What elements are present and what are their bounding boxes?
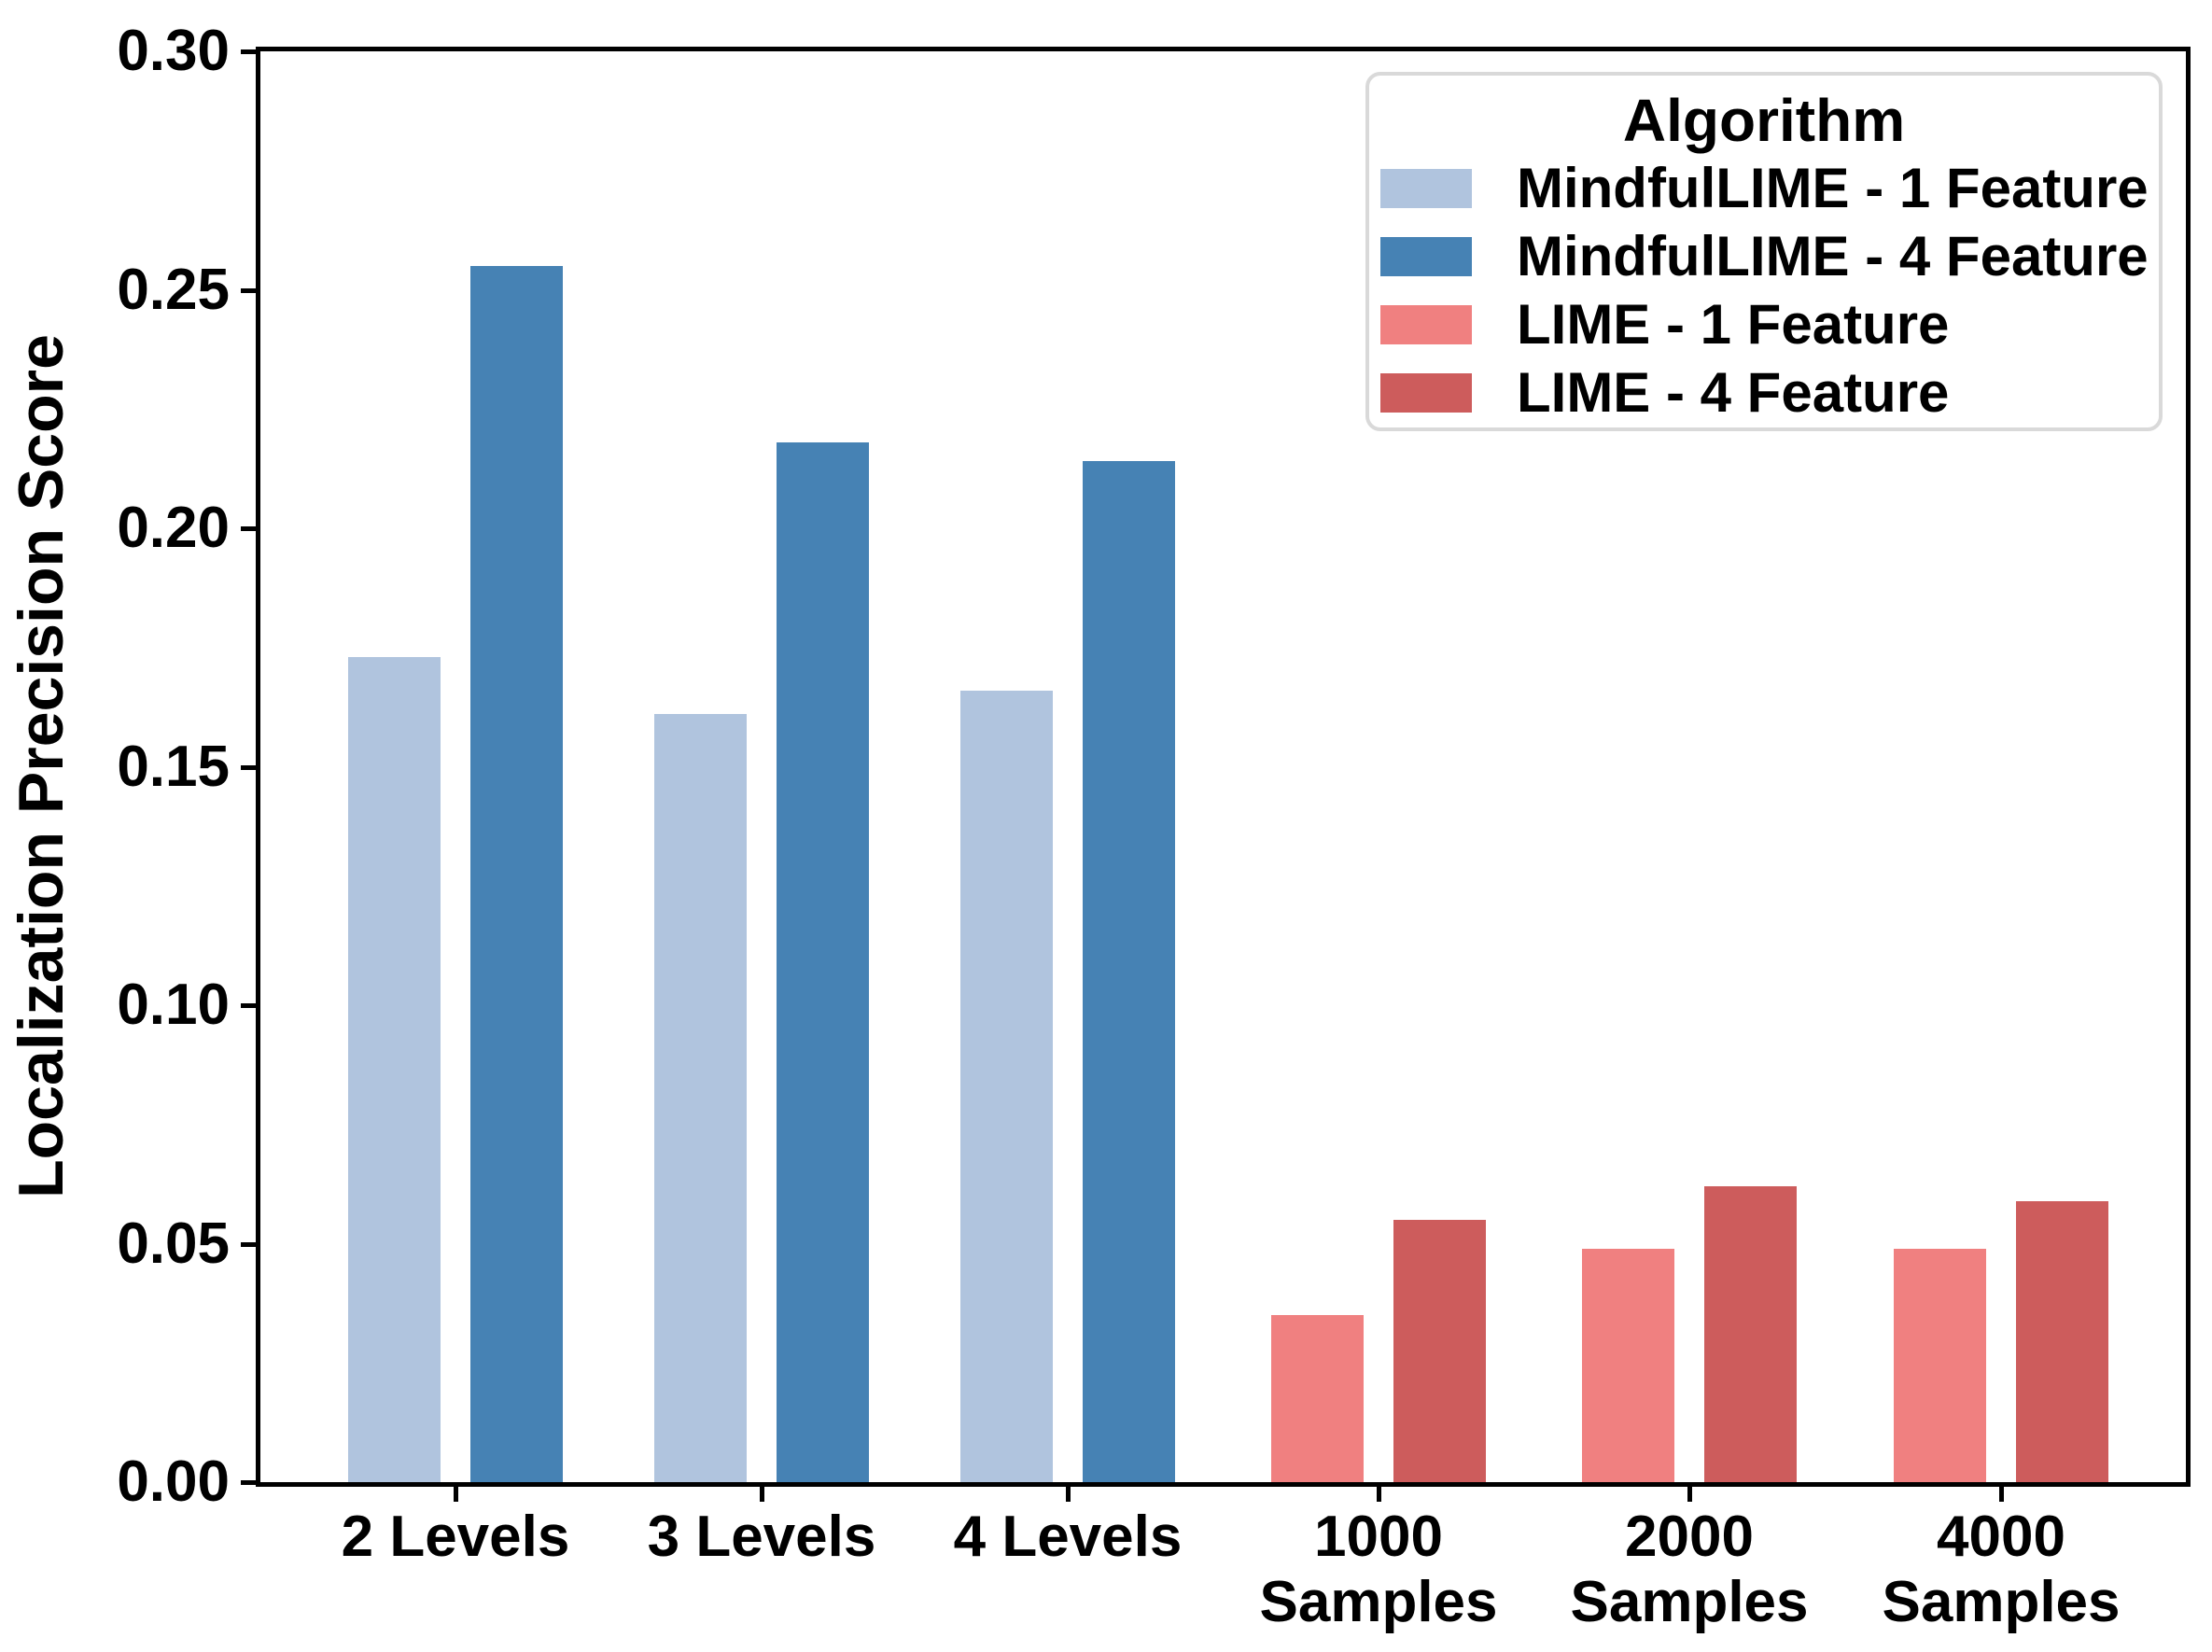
x-tick-label-4000-samples: 4000 Samples [1882,1505,2121,1634]
bar-lime-4-feature-4000-samples [2016,1201,2108,1482]
y-tick-label: 0.10 [117,973,230,1037]
x-tick-mark [1066,1487,1071,1502]
x-tick-label-4-levels: 4 Levels [953,1505,1183,1569]
x-tick-mark [1687,1487,1692,1502]
bar-mindfullime-4-feature-3-levels [777,442,869,1482]
legend-rows: MindfulLIME - 1 Feature MindfulLIME - 4 F… [1369,154,2159,427]
legend-item-mindfullime-4-feature: MindfulLIME - 4 Feature [1369,222,2159,290]
x-tick-mark [454,1487,458,1502]
legend-swatch-lime-1-feature [1380,304,1472,344]
legend-swatch-lime-4-feature [1380,372,1472,413]
legend-label: LIME - 4 Feature [1517,361,1950,424]
bar-mindfullime-1-feature-4-levels [960,691,1053,1482]
legend-swatch-mindfullime-1-feature [1380,168,1472,208]
legend-label: MindfulLIME - 4 Feature [1517,225,2149,287]
bar-lime-4-feature-1000-samples [1393,1220,1486,1482]
y-tick-mark [241,526,256,531]
x-tick-label-2-levels: 2 Levels [341,1505,570,1569]
x-tick-label-2000-samples: 2000 Samples [1570,1505,1809,1634]
bar-lime-1-feature-1000-samples [1271,1315,1364,1482]
x-tick-label-3-levels: 3 Levels [647,1505,876,1569]
y-tick-label: 0.15 [117,734,230,799]
legend-item-lime-1-feature: LIME - 1 Feature [1369,290,2159,358]
x-tick-label-1000-samples: 1000 Samples [1259,1505,1498,1634]
bar-mindfullime-1-feature-2-levels [348,657,441,1482]
legend-item-lime-4-feature: LIME - 4 Feature [1369,358,2159,427]
y-tick-label: 0.25 [117,257,230,322]
y-tick-mark [241,764,256,770]
legend: Algorithm MindfulLIME - 1 Feature Mindful… [1365,72,2163,431]
bar-lime-1-feature-2000-samples [1582,1249,1674,1482]
bar-lime-4-feature-2000-samples [1704,1186,1797,1482]
bar-lime-1-feature-4000-samples [1894,1249,1986,1482]
x-tick-mark [760,1487,764,1502]
legend-label: LIME - 1 Feature [1517,293,1950,356]
y-tick-mark [241,287,256,293]
y-tick-label: 0.00 [117,1449,230,1514]
y-tick-label: 0.05 [117,1211,230,1276]
bar-mindfullime-4-feature-4-levels [1083,461,1175,1482]
y-tick-label: 0.20 [117,496,230,560]
y-tick-mark [241,1241,256,1247]
y-tick-mark [241,1480,256,1485]
x-tick-mark [1377,1487,1381,1502]
y-tick-mark [241,49,256,54]
legend-title: Algorithm [1622,87,1906,154]
legend-item-mindfullime-1-feature: MindfulLIME - 1 Feature [1369,154,2159,222]
bar-mindfullime-1-feature-3-levels [654,714,747,1482]
legend-swatch-mindfullime-4-feature [1380,236,1472,276]
y-tick-label: 0.30 [117,19,230,83]
x-tick-mark [1999,1487,2004,1502]
legend-label: MindfulLIME - 1 Feature [1517,157,2149,219]
bar-mindfullime-4-feature-2-levels [470,266,563,1482]
y-tick-mark [241,1003,256,1008]
